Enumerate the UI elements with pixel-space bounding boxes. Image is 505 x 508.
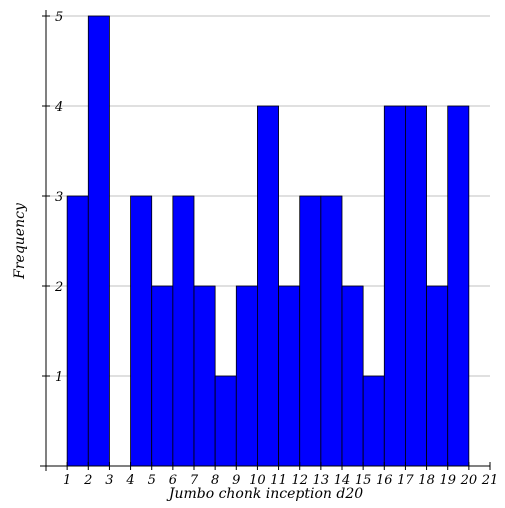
- x-tick-label-15: 15: [355, 473, 372, 488]
- bar-19: [447, 105, 470, 467]
- x-tick-label-6: 6: [169, 473, 177, 488]
- bar-8: [214, 375, 237, 467]
- x-tick-label-4: 4: [125, 473, 134, 488]
- x-tick-label-7: 7: [190, 473, 199, 488]
- y-tick-label-5: 5: [55, 10, 63, 25]
- x-tick-label-20: 20: [460, 473, 478, 488]
- x-tick-label-13: 13: [313, 473, 330, 488]
- x-tick-label-18: 18: [418, 473, 435, 488]
- y-axis-title: Frequency: [12, 202, 28, 280]
- bar-5: [151, 285, 174, 467]
- x-tick-label-10: 10: [249, 473, 266, 488]
- axes: [40, 10, 490, 471]
- bar-6: [172, 195, 195, 467]
- x-tick-label-9: 9: [232, 473, 240, 488]
- bar-1: [66, 195, 89, 467]
- x-tick-label-17: 17: [397, 473, 414, 488]
- y-tick-label-1: 1: [55, 370, 63, 385]
- x-tick-label-5: 5: [148, 473, 156, 488]
- bar-12: [299, 195, 322, 467]
- y-tick-label-3: 3: [55, 190, 63, 205]
- x-tick-label-1: 1: [63, 473, 71, 488]
- x-ticks: 1 2 3 4 5 6 7 8 9 10 11 12 13 14 15 16 17 18 19 20 21: [63, 462, 498, 488]
- bar-15: [362, 375, 385, 467]
- bar-13: [320, 195, 343, 467]
- bar-16: [383, 105, 406, 467]
- bars: [66, 15, 470, 467]
- x-tick-label-12: 12: [291, 473, 308, 488]
- bar-10: [257, 105, 279, 467]
- bar-2: [87, 15, 110, 467]
- x-tick-label-21: 21: [481, 473, 499, 488]
- x-tick-label-3: 3: [105, 473, 113, 488]
- x-tick-label-14: 14: [334, 473, 351, 488]
- x-tick-label-16: 16: [376, 473, 393, 488]
- x-tick-label-2: 2: [83, 473, 92, 488]
- y-tick-label-4: 4: [54, 100, 63, 115]
- bar-4: [130, 195, 153, 467]
- x-axis-title: Jumbo chonk inception d20: [166, 486, 363, 502]
- y-tick-label-2: 2: [54, 280, 63, 295]
- bar-11: [278, 285, 301, 467]
- bar-7: [193, 285, 216, 467]
- bar-14: [341, 285, 364, 467]
- x-tick-label-8: 8: [211, 473, 219, 488]
- bar-9: [235, 285, 258, 467]
- x-tick-label-19: 19: [439, 473, 456, 488]
- bar-17: [405, 105, 427, 467]
- bar-18: [426, 285, 449, 467]
- y-ticks: 1 2 3 4 5: [42, 10, 63, 385]
- x-tick-label-11: 11: [270, 473, 287, 488]
